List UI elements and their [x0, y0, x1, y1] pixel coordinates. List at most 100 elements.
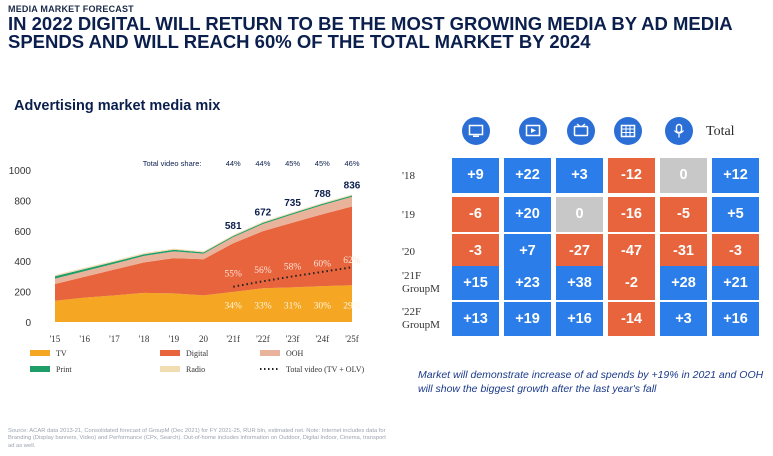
grid-cell: +9 — [452, 158, 499, 193]
digital-share-label: 56% — [254, 266, 272, 276]
legend-label: Digital — [186, 349, 209, 358]
grid-cell: -47 — [608, 234, 655, 268]
grid-cell: +28 — [660, 266, 707, 300]
legend-label: OOH — [286, 349, 304, 358]
total-value-label: 735 — [284, 198, 301, 209]
grid-cell: +23 — [504, 266, 551, 300]
video-share-label: 44% — [226, 159, 241, 168]
legend-swatch-radio — [160, 366, 180, 372]
legend-label: TV — [56, 349, 67, 358]
media-mix-area-chart: 0 200 400 600 800 1000 '15 '16 '17 '18 '19 20 '21f '2… — [9, 159, 365, 374]
cinema-icon — [567, 117, 595, 145]
video-share-label: 45% — [315, 159, 330, 168]
total-value-label: 581 — [225, 221, 242, 232]
tv-icon — [462, 117, 490, 145]
tv-share-label: 33% — [254, 301, 272, 311]
grid-cell: -12 — [608, 158, 655, 193]
video-share-label: 45% — [285, 159, 300, 168]
x-tick-label: '22f — [256, 334, 270, 344]
chart-subtitle: Advertising market media mix — [14, 98, 221, 114]
x-tick-label: '25f — [345, 334, 359, 344]
x-tick-label: '18 — [139, 334, 150, 344]
x-tick-label: '21f — [226, 334, 240, 344]
tv-share-label: 34% — [224, 301, 242, 311]
grid-cell: 0 — [660, 158, 707, 193]
grid-cell: -31 — [660, 234, 707, 268]
grid-cell: +3 — [556, 158, 603, 193]
area-ooh — [55, 196, 352, 284]
grid-cell: -27 — [556, 234, 603, 268]
grid-cell: -3 — [712, 234, 759, 268]
grid-cell: +21 — [712, 266, 759, 300]
market-note: Market will demonstrate increase of ad s… — [418, 369, 764, 395]
total-column-header: Total — [706, 124, 735, 139]
x-tick-label: '15 — [50, 334, 61, 344]
source-footnote: Source: ACAR data 2013-21, Consolidated … — [8, 428, 386, 449]
area-digital — [55, 206, 352, 301]
grid-cell: -14 — [608, 302, 655, 336]
tv-share-label: 29% — [343, 301, 361, 311]
outdoor-billboard-icon — [614, 117, 642, 145]
grid-cell: +5 — [712, 197, 759, 232]
video-share-label: 44% — [255, 159, 270, 168]
legend-swatch-print — [30, 366, 50, 372]
y-tick-label: 1000 — [9, 166, 32, 177]
grid-cell: +7 — [504, 234, 551, 268]
total-video-line — [233, 266, 353, 288]
x-tick-label: '24f — [315, 334, 329, 344]
grid-cell: +12 — [712, 158, 759, 193]
digital-share-label: 58% — [284, 263, 302, 273]
radio-microphone-icon — [665, 117, 693, 145]
grid-cell: +3 — [660, 302, 707, 336]
grid-row-label: '21F GroupM — [402, 270, 440, 295]
grid-cell: +15 — [452, 266, 499, 300]
grid-cell: -6 — [452, 197, 499, 232]
grid-cell: +20 — [504, 197, 551, 232]
grid-row-label: '19 — [402, 209, 415, 221]
video-share-title: Total video share: — [143, 159, 202, 168]
legend-label: Radio — [186, 365, 205, 374]
legend-swatch-digital — [160, 350, 180, 356]
area-print — [55, 195, 352, 279]
y-tick-label: 0 — [25, 318, 31, 329]
total-value-label: 836 — [344, 180, 361, 191]
tv-share-label: 30% — [314, 301, 332, 311]
y-tick-label: 800 — [14, 196, 31, 207]
grid-cell: +22 — [504, 158, 551, 193]
grid-cell: +16 — [712, 302, 759, 336]
grid-cell: -5 — [660, 197, 707, 232]
grid-row-label: '22F GroupM — [402, 306, 440, 331]
grid-cell: +16 — [556, 302, 603, 336]
grid-cell: -2 — [608, 266, 655, 300]
y-tick-label: 600 — [14, 227, 31, 238]
x-tick-label: '19 — [168, 334, 179, 344]
legend-swatch-ooh — [260, 350, 280, 356]
grid-cell: +38 — [556, 266, 603, 300]
legend-label: Print — [56, 365, 72, 374]
digital-share-label: 60% — [314, 259, 332, 269]
video-share-label: 46% — [344, 159, 359, 168]
grid-cell: +13 — [452, 302, 499, 336]
grid-row-label: '18 — [402, 170, 415, 182]
online-video-icon — [519, 117, 547, 145]
media-icon-row — [452, 117, 772, 149]
grid-cell: +19 — [504, 302, 551, 336]
total-value-label: 788 — [314, 189, 331, 200]
digital-share-label: 55% — [224, 269, 242, 279]
digital-share-label: 62% — [343, 256, 361, 266]
grid-row-label: '20 — [402, 246, 415, 258]
y-tick-label: 200 — [14, 288, 31, 299]
x-tick-label: 20 — [199, 334, 209, 344]
grid-cell: -16 — [608, 197, 655, 232]
x-tick-label: '16 — [79, 334, 90, 344]
tv-share-label: 31% — [284, 301, 302, 311]
section-kicker: MEDIA MARKET FORECAST — [8, 4, 134, 14]
grid-cell: -3 — [452, 234, 499, 268]
page-headline: IN 2022 DIGITAL WILL RETURN TO BE THE MO… — [8, 13, 732, 52]
area-tv — [55, 285, 352, 322]
area-radio — [55, 194, 352, 277]
y-tick-label: 400 — [14, 257, 31, 268]
x-tick-label: '23f — [286, 334, 300, 344]
x-tick-label: '17 — [109, 334, 120, 344]
legend-swatch-tv — [30, 350, 50, 356]
